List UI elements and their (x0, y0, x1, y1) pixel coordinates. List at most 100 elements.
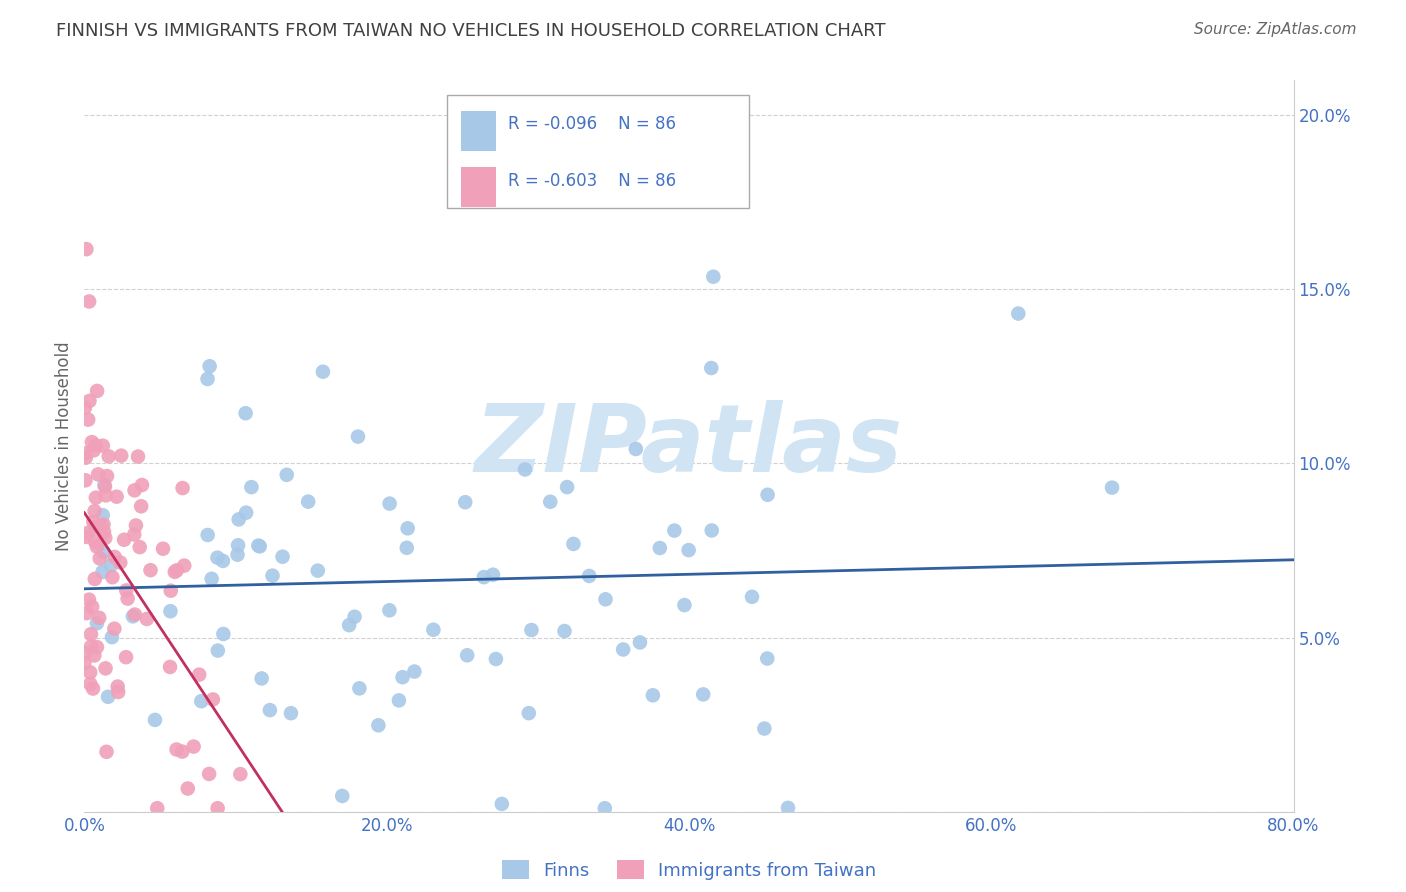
Point (776, 801, 799, 815)
Point (128, 540, 150, 554)
Point (226, 548, 249, 562)
Point (94, 531, 117, 545)
Point (73, 656, 96, 670)
Point (82, 681, 104, 696)
Point (89, 519, 111, 533)
Point (84, 491, 107, 505)
Point (76, 525, 98, 540)
Point (75, 242, 97, 256)
Point (83, 443, 105, 458)
Point (159, 604, 181, 618)
Point (553, 624, 575, 638)
Point (262, 568, 284, 582)
Point (93, 545, 115, 559)
Y-axis label: No Vehicles in Household: No Vehicles in Household (55, 341, 73, 551)
Text: R = -0.096    N = 86: R = -0.096 N = 86 (508, 115, 675, 134)
Point (249, 540, 271, 554)
Point (422, 623, 444, 637)
Point (73, 401, 96, 415)
Point (388, 693, 411, 707)
Point (79, 665, 101, 680)
Point (520, 623, 543, 637)
Point (163, 565, 186, 579)
Point (86, 384, 108, 398)
Point (77, 592, 100, 607)
Point (562, 537, 585, 551)
Point (391, 670, 413, 684)
Point (110, 556, 132, 570)
Point (578, 569, 600, 583)
Point (741, 590, 763, 604)
Point (235, 406, 257, 420)
Point (84, 534, 107, 549)
Point (103, 622, 125, 636)
Point (80, 640, 103, 654)
Point (349, 681, 371, 696)
Point (456, 648, 478, 663)
Point (122, 527, 145, 541)
Point (86, 540, 108, 554)
Point (297, 494, 319, 508)
Point (378, 497, 401, 511)
Point (628, 635, 651, 649)
Point (86, 640, 108, 654)
Point (94, 479, 117, 493)
Point (700, 361, 723, 376)
Point (491, 797, 513, 811)
Point (83, 572, 105, 586)
Point (404, 665, 426, 679)
Point (143, 713, 166, 727)
Point (259, 703, 281, 717)
Point (378, 603, 401, 617)
Point (91, 565, 114, 579)
Point (117, 591, 139, 606)
Point (595, 592, 617, 607)
Point (94, 488, 117, 502)
Point (250, 672, 273, 686)
Point (77, 294, 100, 309)
Point (482, 567, 505, 582)
Point (513, 462, 536, 476)
Point (593, 801, 616, 815)
Point (172, 481, 194, 495)
Point (201, 572, 224, 586)
Point (612, 642, 634, 657)
Point (240, 480, 263, 494)
Point (212, 627, 235, 641)
Point (91, 508, 114, 523)
Point (228, 512, 250, 526)
Point (127, 450, 149, 464)
Text: R = -0.603    N = 86: R = -0.603 N = 86 (508, 171, 676, 190)
Point (89, 611, 111, 625)
Point (112, 533, 135, 547)
Point (692, 687, 714, 701)
Point (1007, 307, 1029, 321)
Point (207, 643, 229, 657)
Point (247, 539, 270, 553)
Point (229, 767, 252, 781)
Point (207, 550, 229, 565)
Point (146, 801, 169, 815)
Point (485, 652, 508, 666)
Point (271, 549, 294, 564)
Point (80, 435, 103, 450)
Point (94, 661, 117, 675)
Point (756, 651, 779, 665)
Point (115, 650, 138, 665)
Point (91, 439, 114, 453)
Point (678, 543, 700, 558)
Point (100, 558, 122, 573)
Point (129, 500, 152, 514)
Point (76, 606, 98, 620)
Point (73, 446, 96, 460)
Point (197, 528, 219, 542)
Point (86, 616, 108, 631)
Point (198, 767, 221, 781)
Point (103, 549, 125, 564)
Point (83, 648, 105, 663)
Point (190, 694, 212, 708)
Point (77, 412, 100, 426)
Point (82, 599, 104, 614)
Point (517, 706, 540, 721)
Point (159, 660, 181, 674)
